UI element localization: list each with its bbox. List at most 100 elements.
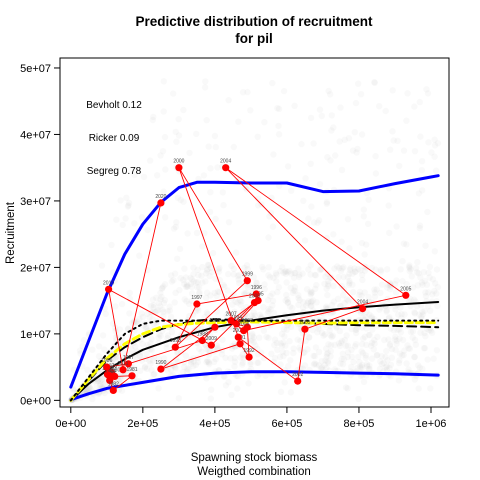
cloud-point: [286, 303, 294, 310]
y-tick-label: 2e+07: [20, 262, 51, 274]
cloud-point: [202, 78, 209, 85]
cloud-point: [286, 338, 293, 345]
cloud-point: [393, 337, 400, 344]
cloud-point: [142, 325, 150, 332]
cloud-point: [429, 329, 436, 336]
cloud-point: [337, 104, 344, 111]
cloud-point: [255, 202, 262, 209]
cloud-point: [164, 308, 171, 315]
cloud-point: [334, 263, 341, 270]
observation-year-label: 1982: [108, 381, 119, 387]
cloud-point: [185, 366, 192, 373]
cloud-point: [95, 343, 103, 350]
cloud-point: [324, 291, 331, 299]
cloud-point: [412, 341, 419, 348]
cloud-point: [358, 348, 365, 355]
cloud-point: [331, 265, 338, 272]
cloud-point: [419, 281, 426, 288]
cloud-point: [193, 130, 200, 138]
cloud-point: [374, 351, 381, 359]
cloud-point: [190, 278, 197, 285]
cloud-point: [284, 163, 292, 170]
cloud-point: [122, 215, 129, 222]
cloud-point: [194, 284, 201, 291]
cloud-point: [275, 131, 283, 138]
cloud-point: [366, 365, 373, 373]
cloud-point: [280, 326, 288, 333]
cloud-point: [247, 107, 254, 114]
cloud-point: [354, 364, 361, 372]
cloud-point: [295, 301, 302, 308]
cloud-point: [112, 334, 120, 341]
cloud-point: [369, 326, 376, 333]
cloud-point: [368, 314, 375, 322]
cloud-point: [340, 356, 348, 363]
cloud-point: [190, 363, 197, 370]
cloud-point: [424, 208, 431, 216]
cloud-point: [340, 292, 347, 299]
cloud-point: [352, 329, 360, 337]
cloud-point: [286, 267, 293, 275]
cloud-point: [297, 337, 304, 344]
cloud-point: [146, 314, 153, 321]
cloud-point: [196, 289, 203, 296]
observation-year-label: 1990: [155, 360, 166, 366]
cloud-point: [206, 208, 214, 216]
cloud-point: [271, 354, 279, 362]
cloud-point: [267, 209, 275, 217]
cloud-point: [302, 337, 309, 344]
cloud-point: [255, 359, 262, 366]
cloud-point: [150, 304, 157, 311]
cloud-point: [307, 262, 314, 269]
cloud-point: [282, 270, 289, 277]
cloud-point: [399, 258, 406, 265]
model-curve-3: [69, 318, 440, 402]
cloud-point: [167, 313, 175, 321]
cloud-point: [308, 289, 316, 296]
cloud-point: [157, 152, 164, 159]
cloud-point: [228, 324, 235, 331]
cloud-point: [358, 239, 366, 247]
cloud-point: [220, 202, 227, 209]
cloud-point: [183, 298, 190, 305]
cloud-point: [116, 326, 124, 333]
cloud-point: [349, 281, 356, 288]
cloud-point: [431, 142, 439, 149]
cloud-point: [280, 87, 288, 95]
cloud-point: [282, 342, 289, 349]
cloud-point: [133, 318, 141, 325]
cloud-point: [327, 157, 334, 164]
cloud-point: [150, 302, 157, 309]
cloud-point: [414, 259, 421, 266]
observation-year-label: 2009: [206, 336, 217, 342]
cloud-point: [277, 267, 284, 275]
cloud-point: [377, 289, 384, 297]
cloud-point: [363, 241, 370, 248]
observation-year-label: 1998: [170, 338, 181, 344]
cloud-point: [235, 276, 242, 283]
cloud-point: [399, 277, 406, 285]
cloud-point: [357, 364, 364, 372]
cloud-point: [332, 152, 339, 159]
cloud-point: [404, 90, 411, 97]
cloud-point: [411, 296, 418, 303]
cloud-point: [401, 347, 408, 354]
cloud-point: [316, 181, 324, 188]
cloud-point: [396, 326, 403, 333]
cloud-point: [361, 251, 368, 258]
cloud-point: [359, 276, 366, 284]
cloud-point: [383, 363, 390, 370]
cloud-point: [411, 310, 419, 317]
cloud-point: [307, 288, 314, 295]
cloud-point: [144, 341, 151, 349]
cloud-point: [237, 354, 244, 361]
observation-point: [243, 277, 251, 285]
cloud-point: [336, 342, 344, 350]
observation-point: [240, 327, 248, 335]
cloud-point: [374, 333, 381, 340]
cloud-point: [403, 360, 410, 367]
cloud-point: [260, 304, 267, 311]
cloud-point: [395, 359, 403, 367]
cloud-point: [421, 344, 429, 352]
cloud-point: [328, 127, 335, 134]
